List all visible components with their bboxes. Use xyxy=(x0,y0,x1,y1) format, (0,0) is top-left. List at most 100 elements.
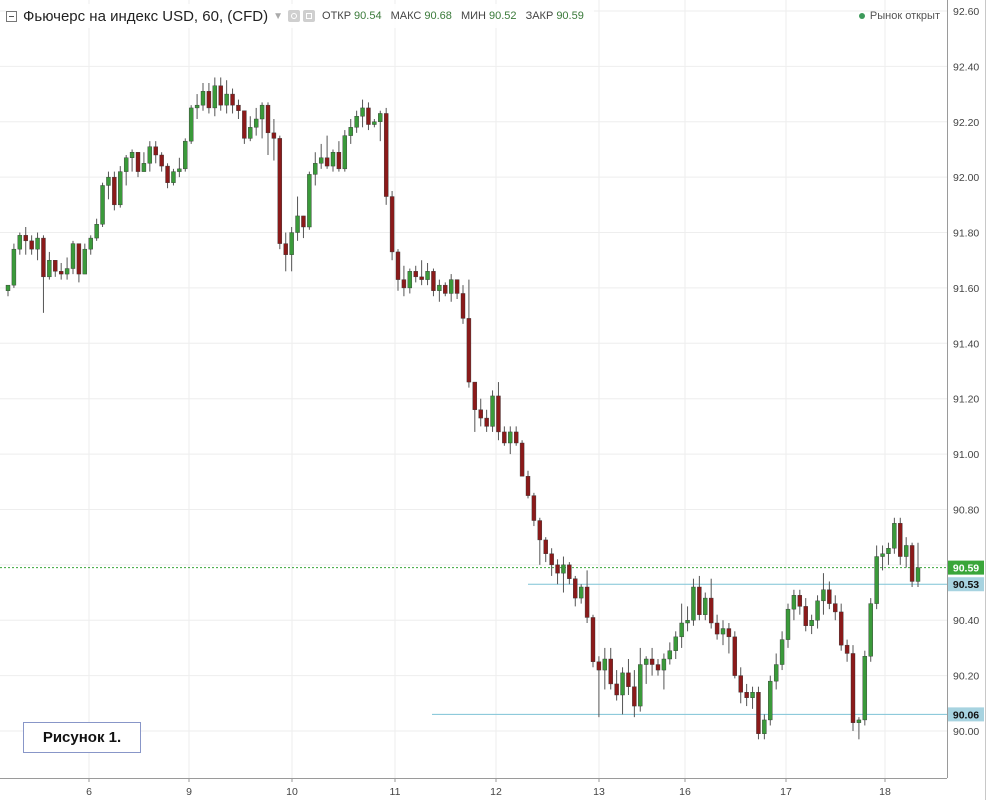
candle-body[interactable] xyxy=(667,650,673,660)
candle-body[interactable] xyxy=(773,664,779,682)
candle-body[interactable] xyxy=(531,495,537,521)
candle-body[interactable] xyxy=(525,476,531,496)
candle-body[interactable] xyxy=(11,248,17,286)
candle-body[interactable] xyxy=(289,232,294,255)
candle-body[interactable] xyxy=(64,268,70,275)
candle-body[interactable] xyxy=(283,243,288,255)
candle-body[interactable] xyxy=(815,600,820,621)
candle-body[interactable] xyxy=(791,595,797,610)
candle-body[interactable] xyxy=(632,686,637,707)
candle-body[interactable] xyxy=(265,104,271,134)
candle-body[interactable] xyxy=(100,185,105,225)
candle-body[interactable] xyxy=(153,146,158,156)
candle-body[interactable] xyxy=(135,152,141,172)
candle-body[interactable] xyxy=(35,237,40,250)
candle-body[interactable] xyxy=(596,661,602,671)
candle-body[interactable] xyxy=(915,567,921,582)
candle-body[interactable] xyxy=(17,235,23,250)
candle-body[interactable] xyxy=(714,622,720,635)
candle-body[interactable] xyxy=(460,293,466,319)
candle-body[interactable] xyxy=(389,196,395,253)
candle-body[interactable] xyxy=(76,243,82,275)
candle-body[interactable] xyxy=(537,520,543,541)
candle-body[interactable] xyxy=(200,91,206,106)
candle-body[interactable] xyxy=(502,431,507,444)
candle-body[interactable] xyxy=(218,85,223,106)
candle-body[interactable] xyxy=(188,107,194,142)
candle-body[interactable] xyxy=(171,171,176,183)
candle-body[interactable] xyxy=(513,431,519,444)
candle-body[interactable] xyxy=(378,113,383,122)
candle-body[interactable] xyxy=(573,578,578,599)
candle-body[interactable] xyxy=(691,586,696,621)
candle-body[interactable] xyxy=(590,617,596,662)
candle-body[interactable] xyxy=(909,545,915,582)
candle-body[interactable] xyxy=(448,279,454,294)
candle-body[interactable] xyxy=(732,636,738,676)
candle-body[interactable] xyxy=(277,138,283,244)
candle-body[interactable] xyxy=(697,586,702,615)
candle-body[interactable] xyxy=(643,658,649,665)
eye-icon[interactable] xyxy=(288,10,301,22)
candle-body[interactable] xyxy=(838,611,844,646)
candle-body[interactable] xyxy=(224,93,229,106)
candle-body[interactable] xyxy=(407,271,413,289)
candle-body[interactable] xyxy=(466,318,472,383)
candle-body[interactable] xyxy=(496,395,501,433)
candle-body[interactable] xyxy=(419,276,424,280)
candle-body[interactable] xyxy=(159,154,164,167)
candle-body[interactable] xyxy=(230,93,235,106)
candle-body[interactable] xyxy=(874,556,879,604)
candle-body[interactable] xyxy=(785,608,791,640)
candle-body[interactable] xyxy=(827,589,832,604)
candle-body[interactable] xyxy=(886,548,891,554)
candle-body[interactable] xyxy=(47,260,52,278)
candle-body[interactable] xyxy=(768,680,773,721)
candle-body[interactable] xyxy=(206,91,212,109)
candle-body[interactable] xyxy=(903,545,909,557)
candle-body[interactable] xyxy=(431,271,436,291)
candle-body[interactable] xyxy=(301,215,306,228)
candle-body[interactable] xyxy=(738,675,743,693)
candle-body[interactable] xyxy=(324,157,330,167)
candle-body[interactable] xyxy=(726,628,732,638)
candle-body[interactable] xyxy=(638,664,643,707)
candle-body[interactable] xyxy=(744,692,749,698)
candle-body[interactable] xyxy=(655,664,661,671)
candle-body[interactable] xyxy=(484,417,489,427)
candle-body[interactable] xyxy=(602,658,608,671)
candle-body[interactable] xyxy=(762,719,767,734)
candle-body[interactable] xyxy=(661,658,667,671)
candle-body[interactable] xyxy=(129,152,135,158)
candle-body[interactable] xyxy=(342,135,348,170)
candle-body[interactable] xyxy=(177,168,182,172)
candle-body[interactable] xyxy=(584,586,590,618)
candle-body[interactable] xyxy=(673,636,678,651)
candle-body[interactable] xyxy=(679,622,684,638)
candle-body[interactable] xyxy=(856,719,862,723)
candle-body[interactable] xyxy=(803,606,808,626)
candle-body[interactable] xyxy=(307,174,312,228)
candle-body[interactable] xyxy=(898,523,903,557)
candle-body[interactable] xyxy=(330,152,336,167)
candle-body[interactable] xyxy=(165,165,170,183)
candle-body[interactable] xyxy=(478,409,483,419)
chevron-down-icon[interactable]: ▼ xyxy=(273,10,284,22)
candle-body[interactable] xyxy=(779,639,785,665)
candle-body[interactable] xyxy=(833,603,838,613)
candle-body[interactable] xyxy=(868,603,873,657)
candle-body[interactable] xyxy=(862,656,868,721)
settings-icon[interactable] xyxy=(303,10,316,22)
candle-body[interactable] xyxy=(685,620,690,624)
candle-body[interactable] xyxy=(425,271,430,280)
candle-body[interactable] xyxy=(578,586,584,599)
candle-body[interactable] xyxy=(253,118,259,128)
candle-body[interactable] xyxy=(23,235,28,242)
candle-body[interactable] xyxy=(472,381,478,410)
candle-body[interactable] xyxy=(106,176,111,186)
candle-body[interactable] xyxy=(354,116,359,128)
candle-body[interactable] xyxy=(94,224,99,239)
candle-body[interactable] xyxy=(41,237,46,278)
candle-body[interactable] xyxy=(348,127,353,136)
